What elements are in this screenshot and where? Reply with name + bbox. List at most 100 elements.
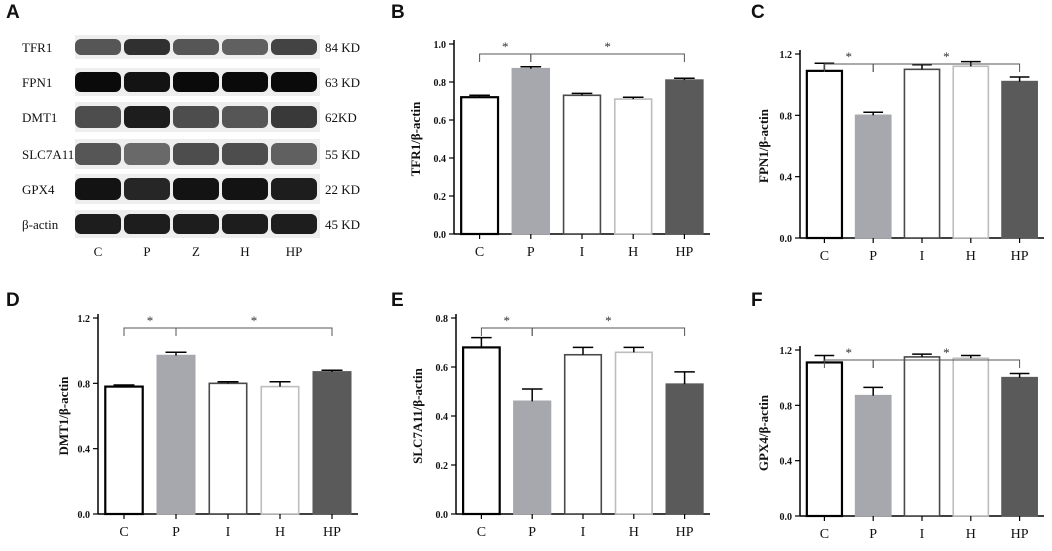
panel-label-a: A	[6, 2, 20, 23]
panel-label-e: E	[391, 290, 404, 311]
significance-asterisk: *	[605, 313, 612, 328]
bar	[1001, 80, 1038, 239]
chart-e: 0.0 0.2 0.4 0.6 0.8 SLC7A11/β-actin C P I H HP * *	[410, 313, 710, 540]
bar	[460, 96, 500, 236]
bar	[563, 353, 603, 515]
blot-lane-label: P	[143, 244, 150, 259]
panel-label-d: D	[6, 290, 20, 311]
y-tick-label: 0.0	[78, 510, 91, 521]
significance-bracket-line	[123, 327, 177, 336]
blot-band	[222, 214, 268, 234]
x-tick-label: I	[226, 525, 231, 540]
blot-band	[75, 39, 121, 55]
chart-f: 0.0 0.4 0.8 1.2 GPX4/β-actin C P I H HP * *	[756, 345, 1044, 542]
bar	[260, 385, 300, 515]
bar	[1001, 376, 1038, 517]
significance-asterisk: *	[943, 345, 950, 360]
blot-size-label: 45 KD	[325, 217, 360, 232]
blot-size-label: 84 KD	[325, 40, 360, 55]
blot-size-label: 22 KD	[325, 182, 360, 197]
bar	[665, 383, 704, 515]
blot-protein-label: SLC7A11	[22, 147, 74, 162]
significance-bracket: *	[175, 313, 333, 336]
blot-band	[173, 39, 219, 55]
blot-protein-label: TFR1	[22, 40, 52, 55]
blot-band	[124, 214, 170, 234]
blot-band	[75, 214, 121, 234]
y-tick-label: 0.0	[780, 234, 793, 245]
blot-size-label: 63 KD	[325, 75, 360, 90]
blot-protein-label: GPX4	[22, 182, 55, 197]
y-axis-label: DMT1/β-actin	[56, 376, 71, 456]
significance-bracket: *	[123, 313, 177, 336]
bar	[208, 382, 248, 515]
significance-bracket-line	[872, 359, 1021, 368]
blot-band	[271, 106, 317, 128]
bar	[156, 354, 196, 515]
blot-band	[75, 106, 121, 128]
x-tick-label: P	[528, 525, 536, 540]
y-tick-label: 0.0	[780, 512, 793, 523]
blot-band	[271, 214, 317, 234]
significance-bracket: *	[480, 313, 533, 336]
y-axis-label: SLC7A11/β-actin	[410, 367, 425, 463]
significance-bracket: *	[530, 39, 685, 62]
significance-asterisk: *	[502, 39, 509, 54]
significance-bracket-line	[530, 53, 685, 62]
y-tick-label: 0.0	[436, 510, 449, 521]
y-tick-label: 0.8	[78, 379, 91, 390]
bar	[613, 98, 653, 235]
x-tick-label: HP	[676, 525, 694, 540]
bar	[854, 394, 892, 517]
blot-band	[75, 143, 121, 165]
x-tick-label: C	[475, 245, 484, 260]
significance-asterisk: *	[846, 49, 853, 64]
blot-lane-label: C	[94, 244, 103, 259]
significance-bracket-line	[480, 327, 533, 336]
blot-band	[173, 178, 219, 200]
bar	[312, 371, 352, 515]
y-tick-label: 0.2	[436, 461, 449, 472]
blot-band	[173, 106, 219, 128]
bar	[665, 79, 704, 235]
significance-asterisk: *	[943, 49, 950, 64]
y-tick-label: 0.4	[436, 412, 449, 423]
blot-band	[271, 39, 317, 55]
y-tick-label: 0.8	[436, 314, 449, 325]
y-axis-label: FPN1/β-actin	[756, 108, 771, 183]
blot-size-label: 62KD	[325, 110, 357, 125]
x-tick-label: P	[869, 527, 877, 542]
x-tick-label: P	[172, 525, 180, 540]
bar	[513, 400, 552, 515]
x-tick-label: C	[820, 527, 829, 542]
significance-bracket: *	[823, 49, 874, 72]
blot-band	[124, 106, 170, 128]
significance-bracket-line	[872, 63, 1021, 72]
y-tick-label: 0.8	[780, 111, 793, 122]
x-tick-label: H	[966, 527, 976, 542]
chart-b: 0.0 0.2 0.4 0.6 0.8 1.0 TFR1/β-actin C P I H HP * *	[408, 39, 710, 260]
x-tick-label: HP	[1011, 249, 1029, 264]
y-tick-label: 0.0	[434, 230, 447, 241]
panel-label-f: F	[751, 290, 763, 311]
panel-label-c: C	[751, 2, 765, 23]
blot-band	[222, 39, 268, 55]
blot-band	[271, 178, 317, 200]
y-tick-label: 0.4	[78, 445, 91, 456]
blot-lane-label: H	[240, 244, 249, 259]
y-tick-label: 1.2	[780, 346, 793, 357]
x-tick-label: H	[629, 525, 639, 540]
y-tick-label: 0.4	[434, 154, 447, 165]
significance-asterisk: *	[604, 39, 611, 54]
blot-band	[222, 72, 268, 92]
blot-band	[173, 72, 219, 92]
blot-band	[222, 106, 268, 128]
x-tick-label: C	[119, 525, 128, 540]
blot-band	[271, 72, 317, 92]
blot-band	[173, 214, 219, 234]
y-tick-label: 1.2	[78, 314, 91, 325]
blot-band	[124, 143, 170, 165]
x-tick-label: I	[920, 249, 925, 264]
blot-band	[173, 143, 219, 165]
blot-size-label: 55 KD	[325, 147, 360, 162]
